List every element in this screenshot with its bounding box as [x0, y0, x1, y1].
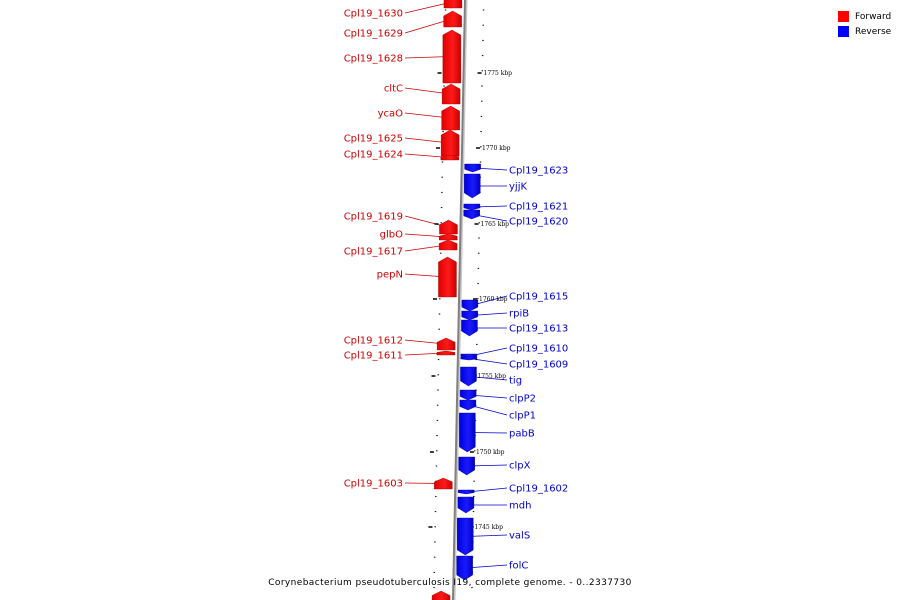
forward-gene-pepn[interactable]	[438, 256, 457, 298]
forward-gene-label[interactable]: Cpl19_1612	[344, 336, 403, 347]
reverse-gene-label[interactable]: Cpl19_1621	[509, 202, 568, 213]
scale-label: 1765 kbp	[481, 221, 510, 228]
forward-gene-label[interactable]: Cpl19_1629	[344, 29, 403, 40]
reverse-gene-yjjk[interactable]	[464, 173, 481, 199]
reverse-gene-clpp2[interactable]	[459, 389, 477, 401]
forward-gene-cpl19-1611[interactable]	[436, 350, 456, 356]
reverse-gene-rpib[interactable]	[461, 310, 478, 321]
forward-gene-label[interactable]: cltC	[384, 84, 403, 95]
forward-gene-partial	[431, 590, 451, 600]
reverse-gene-cpl19-1615[interactable]	[461, 299, 479, 312]
reverse-gene-vals[interactable]	[457, 517, 474, 556]
legend-reverse: Reverse	[838, 24, 898, 39]
forward-gene-cpl19-1619[interactable]	[439, 219, 458, 235]
forward-gene-label[interactable]: ycaO	[378, 109, 404, 120]
scale-label: 1745 kbp	[474, 524, 503, 531]
reverse-gene-label[interactable]: Cpl19_1602	[509, 484, 568, 495]
reverse-gene-pabb[interactable]	[459, 412, 476, 453]
forward-gene-ycao[interactable]	[441, 105, 460, 131]
reverse-gene-label[interactable]: mdh	[509, 501, 531, 512]
reverse-gene-label[interactable]: clpX	[509, 461, 531, 472]
forward-gene-cpl19-1612[interactable]	[436, 337, 456, 351]
reverse-gene-cpl19-1613[interactable]	[461, 319, 478, 337]
forward-gene-label[interactable]: Cpl19_1611	[344, 351, 403, 362]
reverse-gene-label[interactable]: clpP1	[509, 411, 536, 422]
reverse-gene-label[interactable]: Cpl19_1620	[509, 217, 568, 228]
legend-forward: Forward	[838, 9, 898, 24]
forward-gene-label[interactable]: Cpl19_1624	[344, 150, 403, 161]
reverse-gene-label[interactable]: yjjK	[509, 182, 527, 193]
reverse-gene-label[interactable]: valS	[509, 531, 530, 542]
scale-label: 1760 kbp	[479, 296, 508, 303]
forward-gene-cpl19-1624[interactable]	[440, 154, 460, 161]
reverse-gene-cpl19-1609[interactable]	[460, 356, 478, 361]
scale-label: 1750 kbp	[476, 449, 505, 456]
reverse-gene-label[interactable]: tig	[509, 376, 522, 387]
reverse-gene-label[interactable]: Cpl19_1623	[509, 166, 568, 177]
reverse-gene-cpl19-1620[interactable]	[463, 209, 480, 220]
reverse-gene-label[interactable]: Cpl19_1609	[509, 360, 568, 371]
forward-gene-label[interactable]: Cpl19_1625	[344, 134, 403, 145]
forward-gene-cpl19-1628[interactable]	[442, 29, 462, 84]
forward-gene-cltc[interactable]	[441, 83, 461, 105]
reverse-gene-label[interactable]: Cpl19_1615	[509, 292, 568, 303]
reverse-gene-clpx[interactable]	[458, 456, 475, 476]
forward-gene-label[interactable]: Cpl19_1630	[344, 9, 403, 20]
scale-label: 1775 kbp	[484, 70, 513, 77]
forward-gene-label[interactable]: pepN	[377, 270, 403, 281]
forward-gene-glbo[interactable]	[439, 233, 458, 241]
reverse-gene-label[interactable]: Cpl19_1613	[509, 324, 568, 335]
reverse-gene-cpl19-1621[interactable]	[463, 203, 481, 211]
reverse-gene-label[interactable]: folC	[509, 561, 528, 572]
forward-gene-cpl19-1629[interactable]	[443, 10, 462, 28]
reverse-gene-label[interactable]: pabB	[509, 429, 535, 440]
forward-gene-label[interactable]: glbO	[380, 230, 403, 241]
legend-reverse-label: Reverse	[855, 26, 892, 37]
reverse-swatch	[838, 26, 849, 37]
reverse-gene-folc[interactable]	[456, 555, 473, 581]
reverse-gene-label[interactable]: Cpl19_1610	[509, 344, 568, 355]
forward-gene-label[interactable]: Cpl19_1628	[344, 54, 403, 65]
scale-label: 1755 kbp	[477, 373, 506, 380]
forward-gene-label[interactable]: Cpl19_1603	[344, 479, 403, 490]
reverse-gene-label[interactable]: clpP2	[509, 394, 536, 405]
backbone-line	[452, 0, 466, 600]
reverse-gene-mdh[interactable]	[457, 496, 475, 514]
forward-gene-cpl19-1630[interactable]	[443, 0, 463, 9]
forward-gene-label[interactable]: Cpl19_1619	[344, 212, 403, 223]
reverse-gene-cpl19-1602[interactable]	[457, 489, 475, 495]
reverse-gene-cpl19-1623[interactable]	[464, 163, 481, 173]
reverse-gene-tig[interactable]	[460, 366, 477, 387]
forward-gene-cpl19-1617[interactable]	[438, 239, 458, 251]
forward-gene-cpl19-1603[interactable]	[434, 477, 453, 490]
reverse-gene-clpp1[interactable]	[459, 399, 477, 411]
legend: Forward Reverse	[838, 9, 898, 39]
reverse-gene-label[interactable]: rpiB	[509, 309, 529, 320]
scale-label: 1770 kbp	[482, 145, 511, 152]
map-caption: Corynebacterium pseudotuberculosis I19, …	[268, 578, 632, 588]
forward-gene-cpl19-1625[interactable]	[440, 129, 460, 157]
forward-swatch	[838, 11, 849, 22]
legend-forward-label: Forward	[855, 11, 892, 22]
forward-gene-label[interactable]: Cpl19_1617	[344, 247, 403, 258]
